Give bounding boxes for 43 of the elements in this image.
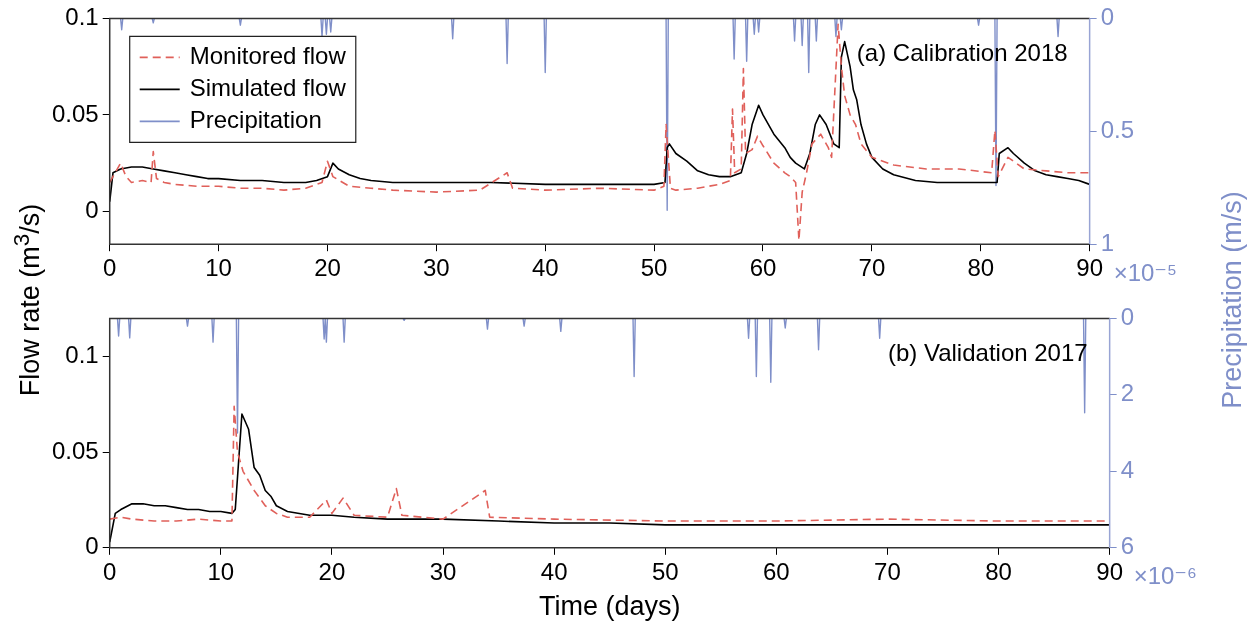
x-tick-label: 0: [103, 557, 117, 585]
y2-tick-label: 0: [1100, 3, 1114, 31]
legend-label: Precipitation: [189, 106, 322, 134]
legend-label: Monitored flow: [189, 42, 347, 70]
y2-tick-label: 6: [1120, 532, 1135, 560]
x-tick-label: 80: [985, 557, 1012, 585]
x-tick-label: 90: [1096, 557, 1123, 585]
y2-tick-label: 1: [1100, 228, 1114, 256]
text: ×10⁻⁶: [1133, 562, 1197, 590]
y-tick-label: 0.1: [65, 341, 99, 369]
x-tick-label: 20: [318, 557, 346, 585]
y2-tick-label: 2: [1120, 379, 1135, 407]
y2-tick-label: 4: [1120, 455, 1135, 483]
y-tick-label: 0.1: [65, 3, 99, 31]
x-tick-label: 0: [103, 254, 117, 282]
y-tick-label: 0: [85, 532, 99, 560]
y2-axis-title: Precipitation (m/s): [1216, 190, 1248, 411]
x-tick-label: 70: [874, 557, 901, 585]
y-tick-label: 0: [85, 196, 99, 224]
x-tick-label: 60: [749, 254, 777, 282]
text: ×10⁻⁵: [1113, 258, 1177, 286]
y2-tick-label: 0: [1120, 303, 1135, 331]
x-axis-title: Time (days): [538, 591, 681, 622]
y-tick-label: 0.05: [51, 436, 99, 464]
x-tick-label: 40: [540, 557, 568, 585]
text: (a) Calibration 2018: [856, 39, 1068, 67]
x-tick-label: 80: [967, 254, 995, 282]
text: (b) Validation 2017: [887, 339, 1088, 367]
x-tick-label: 60: [762, 557, 790, 585]
x-tick-label: 10: [205, 254, 232, 282]
line-series: [109, 23, 1090, 242]
x-tick-label: 20: [314, 254, 341, 282]
y-tick-label: 0.05: [51, 99, 99, 127]
x-tick-label: 70: [858, 254, 886, 282]
x-tick-label: 50: [640, 254, 668, 282]
x-tick-label: 30: [429, 557, 457, 585]
legend-label: Simulated flow: [189, 74, 347, 102]
x-tick-label: 10: [207, 557, 235, 585]
x-tick-label: 90: [1076, 254, 1103, 282]
y2-tick-label: 0.5: [1100, 115, 1135, 143]
x-tick-label: 30: [423, 254, 450, 282]
x-tick-label: 50: [651, 557, 679, 585]
x-tick-label: 40: [531, 254, 559, 282]
